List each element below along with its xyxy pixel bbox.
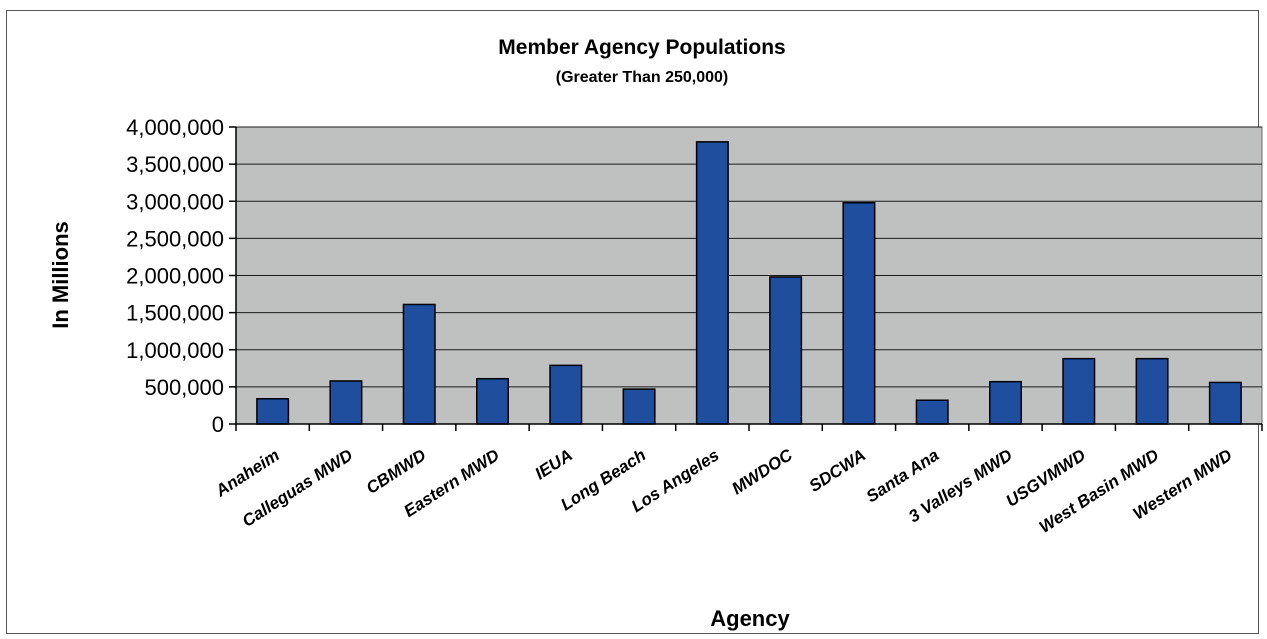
- bar: [402, 303, 436, 425]
- y-tick-labels: 0 500,000 1,000,000 1,500,000 2,000,000 2,500…: [126, 115, 224, 437]
- bar: [842, 201, 876, 425]
- x-tick-label: MWDOC: [728, 445, 796, 498]
- axes: [229, 126, 1263, 431]
- x-tick-label: SDCWA: [806, 445, 869, 495]
- bar: [475, 377, 510, 425]
- bar: [622, 388, 656, 425]
- y-tick-label: 1,500,000: [126, 301, 224, 326]
- x-tick-label: West Basin MWD: [1036, 445, 1163, 536]
- bar: [1208, 381, 1242, 425]
- y-tick-label: 3,500,000: [126, 152, 224, 177]
- bar: [915, 399, 949, 425]
- bar: [988, 380, 1023, 425]
- bar: [1135, 357, 1169, 425]
- x-tick-label: IEUA: [532, 445, 576, 483]
- y-tick-label: 0: [212, 412, 224, 437]
- y-tick-label: 2,000,000: [126, 264, 224, 289]
- x-axis-title: Agency: [710, 606, 790, 631]
- bar: [695, 141, 729, 425]
- chart-subtitle: (Greater Than 250,000): [556, 69, 729, 86]
- x-tick-label: CBMWD: [363, 445, 430, 497]
- bar: [329, 380, 363, 425]
- y-tick-label: 500,000: [144, 375, 224, 400]
- bar: [256, 398, 290, 425]
- chart-title: Member Agency Populations: [498, 36, 785, 59]
- y-tick-label: 1,000,000: [126, 338, 224, 363]
- bar: [549, 364, 583, 425]
- y-tick-label: 3,000,000: [126, 189, 224, 214]
- bar: [1062, 357, 1096, 425]
- y-axis-title: In Millions: [48, 221, 73, 329]
- y-tick-label: 2,500,000: [126, 226, 224, 251]
- y-tick-label: 4,000,000: [126, 115, 224, 140]
- bar: [769, 276, 803, 425]
